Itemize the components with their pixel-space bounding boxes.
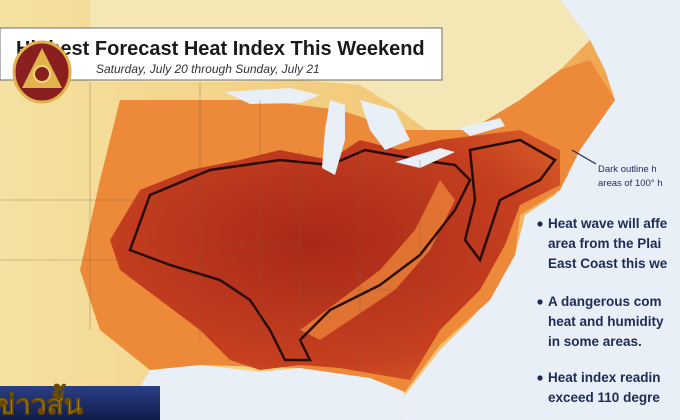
title-box xyxy=(0,27,443,81)
annotation-pointer xyxy=(571,149,597,165)
annotation-line: Dark outline h xyxy=(598,164,657,175)
bullet-line: Heat wave will affe xyxy=(548,216,668,231)
bullet-dot xyxy=(537,299,543,305)
bullet-dot xyxy=(537,375,543,381)
bullet-line: Heat index readin xyxy=(548,370,661,385)
channel-logo xyxy=(12,40,72,104)
bullet-line: East Coast this we xyxy=(548,256,668,271)
map-subtitle: Saturday, July 20 through Sunday, July 2… xyxy=(96,62,320,76)
bullet-line: area from the Plai xyxy=(548,236,661,251)
bullet-line: heat and humidity xyxy=(548,314,664,329)
heat-index-outline xyxy=(128,138,557,362)
bullet-line: exceed 110 degre xyxy=(548,390,660,405)
lake-huron xyxy=(360,100,410,150)
bullet-list: Heat wave will affe area from the Plai Eas… xyxy=(537,216,668,405)
annotation-line: areas of 100° h xyxy=(598,178,663,189)
gulf-of-mexico xyxy=(120,365,405,420)
banner-text: ข่าวสั้น xyxy=(0,383,83,420)
news-banner xyxy=(0,386,160,420)
lake-michigan xyxy=(322,100,345,175)
state-borders xyxy=(0,82,460,370)
atlantic-ocean xyxy=(400,0,680,420)
bullet-line: in some areas. xyxy=(548,334,642,349)
lake-ontario xyxy=(460,118,505,136)
lake-superior xyxy=(225,88,320,104)
bullet-dot xyxy=(537,221,543,227)
bullet-line: A dangerous com xyxy=(548,294,662,309)
map-title: Highest Forecast Heat Index This Weekend xyxy=(16,38,425,60)
lake-erie xyxy=(395,148,455,168)
